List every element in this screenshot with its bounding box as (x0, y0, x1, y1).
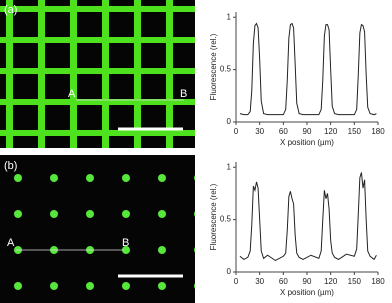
x-tick-label: 150 (348, 277, 362, 286)
point-label: A (68, 88, 76, 100)
point-label: A (7, 237, 15, 249)
data-line (239, 22, 377, 116)
data-line (239, 172, 377, 262)
y-axis-label: Fluorescence (rel.) (209, 33, 218, 100)
x-tick-label: 30 (255, 127, 264, 136)
point-label: B (122, 237, 129, 249)
x-axis-label: X position (µm) (280, 138, 334, 147)
x-tick-label: 30 (255, 277, 264, 286)
x-axis-label: X position (µm) (280, 288, 334, 297)
y-tick-label: 0 (227, 267, 232, 276)
x-tick-label: 150 (348, 127, 362, 136)
x-tick-label: 120 (324, 277, 338, 286)
y-tick-label: 1 (227, 162, 232, 171)
y-tick-label: 0.5 (220, 65, 232, 74)
x-tick-label: 90 (303, 277, 312, 286)
micrograph-a (0, 0, 195, 148)
y-axis-label: Fluorescence (rel.) (209, 183, 218, 250)
y-tick-label: 0 (227, 117, 232, 126)
x-tick-label: 0 (234, 127, 239, 136)
x-tick-label: 90 (303, 127, 312, 136)
micrograph-b (0, 155, 195, 303)
x-tick-label: 60 (279, 127, 288, 136)
x-tick-label: 120 (324, 127, 338, 136)
x-tick-label: 180 (371, 127, 385, 136)
point-label: B (180, 88, 187, 100)
y-tick-label: 0.5 (220, 215, 232, 224)
panel-label: (b) (4, 160, 17, 172)
x-tick-label: 180 (371, 277, 385, 286)
x-tick-label: 0 (234, 277, 239, 286)
panel-label: (a) (4, 4, 17, 16)
x-tick-label: 60 (279, 277, 288, 286)
y-tick-label: 1 (227, 12, 232, 21)
